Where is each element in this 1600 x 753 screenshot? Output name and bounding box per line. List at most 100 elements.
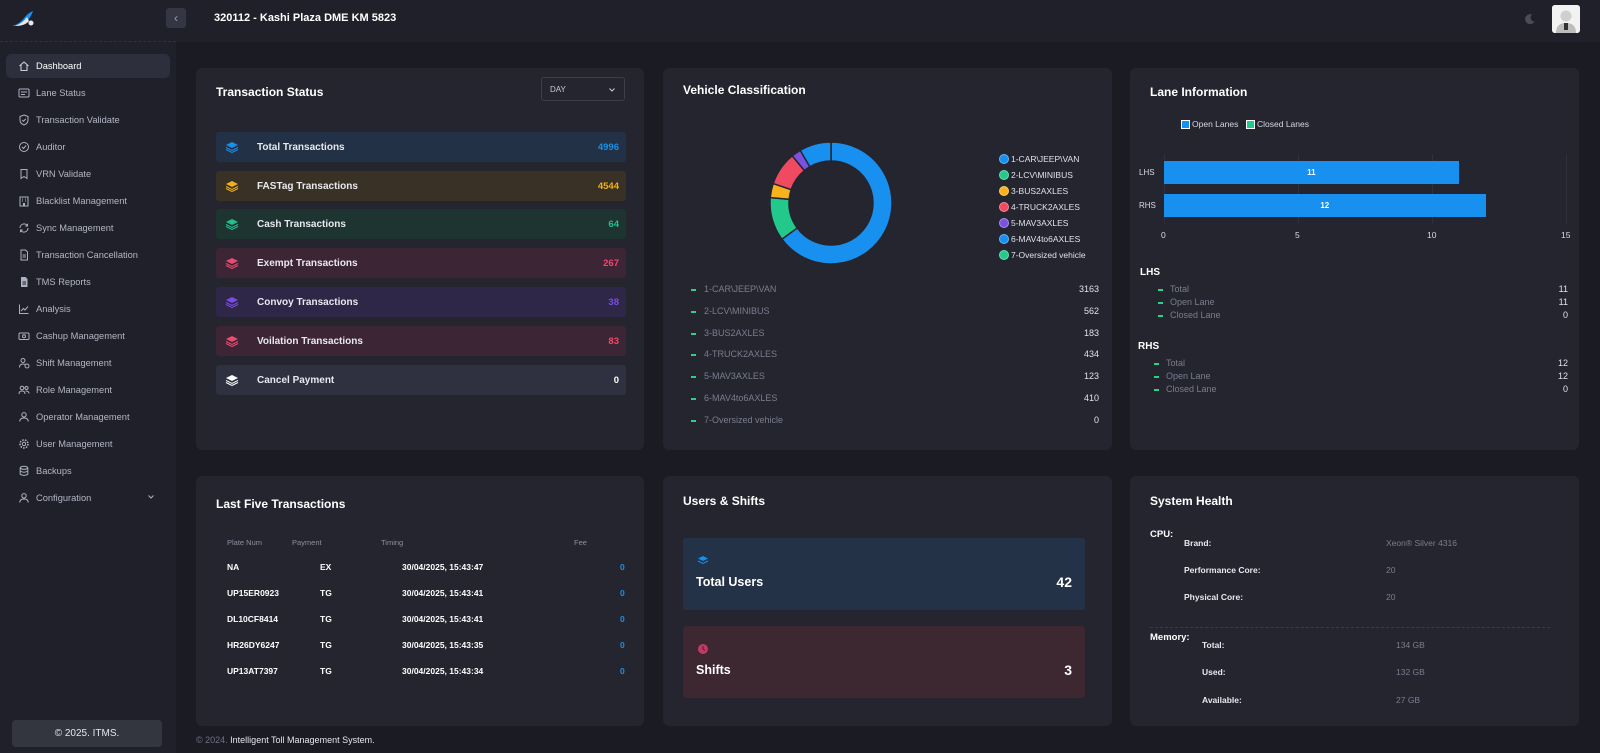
spec-key: Brand: <box>1184 538 1212 548</box>
spec-key: Total: <box>1202 640 1225 650</box>
legend-item-closed-lanes[interactable]: Closed Lanes <box>1246 119 1309 129</box>
timing-cell: 30/04/2025, 15:43:47 <box>402 562 484 572</box>
vehicle-label: 5-MAV3AXLES <box>704 371 765 381</box>
x-axis-tick: 0 <box>1161 230 1166 240</box>
tx-row-cash[interactable]: Cash Transactions 64 <box>216 209 626 239</box>
lane-row: Total 11 <box>1158 284 1568 297</box>
user-avatar-icon <box>1552 5 1580 33</box>
legend-item[interactable]: 2-LCV\MINIBUS <box>999 170 1073 180</box>
row-marker <box>1154 363 1159 365</box>
vehicle-label: 1-CAR\JEEP\VAN <box>704 284 777 294</box>
sidebar-item-auditor[interactable]: Auditor <box>6 135 170 159</box>
legend-item[interactable]: 4-TRUCK2AXLES <box>999 202 1080 212</box>
sidebar-item-tms-reports[interactable]: TMS Reports <box>6 270 170 294</box>
tx-row-convoy[interactable]: Convoy Transactions 38 <box>216 287 626 317</box>
total-users-tile[interactable]: Total Users 42 <box>683 538 1085 610</box>
sidebar-item-analysis[interactable]: Analysis <box>6 297 170 321</box>
sidebar-item-dashboard[interactable]: Dashboard <box>6 54 170 78</box>
sidebar: ‹ Dashboard Lane Status Transaction Vali… <box>0 0 186 753</box>
tx-label: FASTag Transactions <box>257 180 358 192</box>
sidebar-item-transaction-cancellation[interactable]: Transaction Cancellation <box>6 243 170 267</box>
lane-row: Closed Lane 0 <box>1158 310 1568 323</box>
sidebar-nav: Dashboard Lane Status Transaction Valida… <box>6 54 170 513</box>
lane-group-title: RHS <box>1138 341 1160 352</box>
legend-item[interactable]: 3-BUS2AXLES <box>999 186 1068 196</box>
vehicle-classification-card: Vehicle Classification 1-CAR\JEEP\VAN 2-… <box>663 68 1112 450</box>
sidebar-item-transaction-validate[interactable]: Transaction Validate <box>6 108 170 132</box>
chevron-left-icon: ‹ <box>174 11 178 25</box>
sidebar-item-sync-management[interactable]: Sync Management <box>6 216 170 240</box>
column-header: Fee <box>574 538 587 547</box>
spec-value: Xeon® Silver 4316 <box>1386 538 1458 548</box>
sidebar-item-label: Shift Management <box>36 358 112 368</box>
lane-group-title: LHS <box>1140 267 1160 278</box>
donut-slice[interactable] <box>799 141 832 168</box>
layers-icon <box>225 219 239 230</box>
vehicle-row: 6-MAV4to6AXLES 410 <box>691 393 1099 407</box>
sidebar-item-role-management[interactable]: Role Management <box>6 378 170 402</box>
vehicle-row: 1-CAR\JEEP\VAN 3163 <box>691 284 1099 298</box>
tx-row-fastag[interactable]: FASTag Transactions 4544 <box>216 171 626 201</box>
row-marker <box>1154 389 1159 391</box>
tx-row-total[interactable]: Total Transactions 4996 <box>216 132 626 162</box>
bar-lhs-open[interactable]: 11 <box>1164 161 1459 184</box>
sidebar-item-label: VRN Validate <box>36 169 92 179</box>
legend-item-open-lanes[interactable]: Open Lanes <box>1181 119 1238 129</box>
fee-cell: 0 <box>620 562 625 572</box>
layers-icon <box>225 297 239 308</box>
lane-row: Open Lane 12 <box>1154 371 1568 384</box>
sidebar-item-vrn-validate[interactable]: VRN Validate <box>6 162 170 186</box>
lane-value: 11 <box>1558 284 1568 294</box>
vehicle-label: 2-LCV\MINIBUS <box>704 306 770 316</box>
period-select[interactable]: DAY <box>541 77 625 101</box>
spec-key: Used: <box>1202 667 1226 677</box>
memory-label: Memory: <box>1150 632 1190 643</box>
tx-row-exempt[interactable]: Exempt Transactions 267 <box>216 248 626 278</box>
shifts-tile[interactable]: Shifts 3 <box>683 626 1085 698</box>
sidebar-item-backups[interactable]: Backups <box>6 459 170 483</box>
tx-value: 38 <box>608 296 619 308</box>
lane-value: 0 <box>1562 310 1568 320</box>
divider <box>1150 627 1550 628</box>
document-icon <box>20 249 28 261</box>
page-title: 320112 - Kashi Plaza DME KM 5823 <box>214 12 397 24</box>
legend-label: 7-Oversized vehicle <box>1011 250 1086 260</box>
tile-label: Shifts <box>696 663 731 677</box>
tx-row-cancel-payment[interactable]: Cancel Payment 0 <box>216 365 626 395</box>
sidebar-item-blacklist-management[interactable]: Blacklist Management <box>6 189 170 213</box>
tx-row-violation[interactable]: Voilation Transactions 83 <box>216 326 626 356</box>
legend-swatch <box>1181 119 1190 129</box>
collapse-sidebar-button[interactable]: ‹ <box>166 8 186 28</box>
legend-label: 2-LCV\MINIBUS <box>1011 170 1073 180</box>
legend-item[interactable]: 1-CAR\JEEP\VAN <box>999 154 1079 164</box>
sidebar-item-cashup-management[interactable]: Cashup Management <box>6 324 170 348</box>
row-marker <box>691 333 696 335</box>
donut-slice[interactable] <box>780 141 893 265</box>
sidebar-item-label: Configuration <box>36 493 92 503</box>
tx-value: 267 <box>603 257 619 269</box>
vehicle-value: 183 <box>1083 328 1099 338</box>
sidebar-item-operator-management[interactable]: Operator Management <box>6 405 170 429</box>
legend-item[interactable]: 7-Oversized vehicle <box>999 250 1086 260</box>
timing-cell: 30/04/2025, 15:43:35 <box>402 640 484 650</box>
legend-item[interactable]: 6-MAV4to6AXLES <box>999 234 1080 244</box>
app-logo[interactable] <box>11 9 35 29</box>
lane-information-card: Lane Information Open Lanes Closed Lanes… <box>1130 68 1579 450</box>
x-axis-tick: 5 <box>1295 230 1300 240</box>
sidebar-item-user-management[interactable]: User Management <box>6 432 170 456</box>
row-marker <box>691 311 696 313</box>
bar-category-label: LHS <box>1139 168 1155 177</box>
bar-rhs-open[interactable]: 12 <box>1164 194 1486 217</box>
fee-cell: 0 <box>620 588 625 598</box>
check-circle-icon <box>19 142 29 152</box>
sidebar-item-configuration[interactable]: Configuration <box>6 486 170 510</box>
vehicle-row: 2-LCV\MINIBUS 562 <box>691 306 1099 320</box>
fee-cell: 0 <box>620 640 625 650</box>
payment-cell: TG <box>320 588 332 598</box>
gear-icon <box>19 439 29 449</box>
moon-icon[interactable] <box>1524 13 1536 25</box>
sidebar-item-shift-management[interactable]: Shift Management <box>6 351 170 375</box>
sidebar-item-lane-status[interactable]: Lane Status <box>6 81 170 105</box>
avatar[interactable] <box>1552 5 1580 33</box>
legend-item[interactable]: 5-MAV3AXLES <box>999 218 1068 228</box>
